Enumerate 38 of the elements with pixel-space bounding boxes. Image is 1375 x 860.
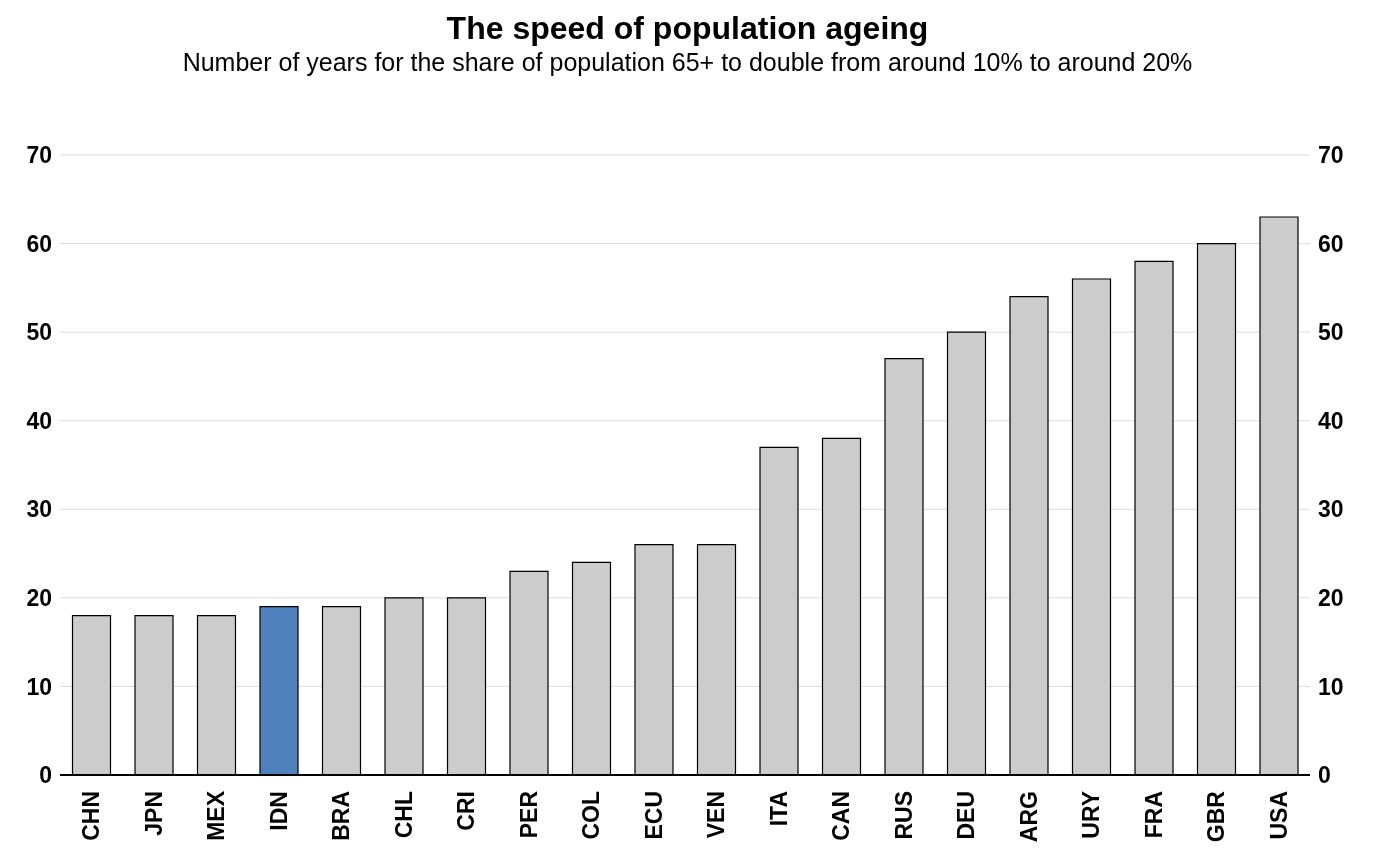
y-tick-label: 30	[26, 496, 52, 523]
x-tick-label: FRA	[1140, 791, 1167, 839]
x-tick-label: JPN	[140, 791, 167, 836]
x-tick-label: PER	[515, 790, 542, 839]
x-tick-label: CAN	[828, 791, 855, 841]
chart-title: The speed of population ageing	[445, 9, 930, 48]
x-tick-label: GBR	[1203, 790, 1230, 843]
y2-tick-label: 10	[1318, 673, 1344, 700]
chart-subtitle: Number of years for the share of population 65+ to double from around 10% to around 20%	[181, 48, 1194, 76]
x-tick-label: ECU	[640, 791, 667, 840]
x-tick-label: BRA	[328, 791, 355, 841]
x-tick-label: CRI	[453, 791, 480, 831]
y2-tick-label: 70	[1318, 142, 1344, 169]
y-tick-label: 0	[39, 762, 52, 789]
x-tick-label: URY	[1078, 791, 1105, 839]
y2-tick-label: 30	[1318, 496, 1344, 523]
x-tick-label: ARG	[1015, 791, 1042, 843]
y2-tick-label: 40	[1318, 407, 1344, 434]
y2-tick-label: 20	[1318, 585, 1344, 612]
x-tick-label: DEU	[953, 791, 980, 840]
x-tick-label: IDN	[265, 791, 292, 831]
y2-tick-label: 50	[1318, 319, 1344, 346]
y-tick-label: 20	[26, 585, 52, 612]
x-tick-label: COL	[578, 791, 605, 840]
y-tick-label: 70	[26, 142, 52, 169]
y-tick-label: 10	[26, 673, 52, 700]
y2-tick-label: 0	[1318, 762, 1331, 789]
x-tick-label: CHN	[78, 791, 105, 841]
y-tick-label: 40	[26, 407, 52, 434]
y-tick-label: 50	[26, 319, 52, 346]
x-tick-label: MEX	[203, 790, 230, 841]
y-tick-label: 60	[26, 230, 52, 257]
x-tick-label: ITA	[765, 791, 792, 827]
x-tick-label: CHL	[390, 791, 417, 839]
x-tick-label: RUS	[890, 791, 917, 840]
x-tick-label: VEN	[703, 791, 730, 839]
y2-tick-label: 60	[1318, 230, 1344, 257]
x-tick-label: USA	[1265, 791, 1292, 840]
